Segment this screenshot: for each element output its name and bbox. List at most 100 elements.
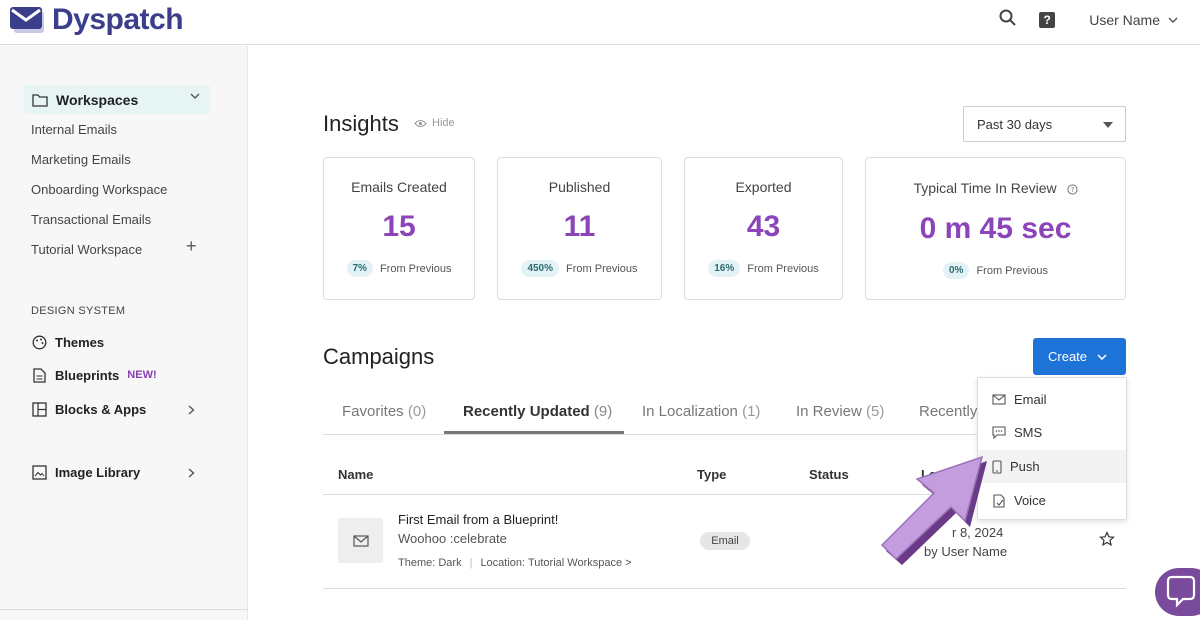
insights-title: Insights bbox=[323, 111, 399, 136]
tab-count: (1) bbox=[742, 403, 761, 420]
user-name: User Name bbox=[1089, 12, 1160, 28]
card-title: Typical Time In Review ? bbox=[866, 180, 1125, 196]
menu-item-push[interactable]: Push bbox=[978, 450, 1126, 483]
envelope-icon bbox=[352, 534, 369, 547]
add-workspace-plus-icon[interactable]: + bbox=[186, 236, 197, 256]
sidebar-item-blueprints[interactable]: Blueprints NEW! bbox=[31, 367, 157, 383]
hide-label: Hide bbox=[432, 117, 455, 129]
sidebar-item-label: Themes bbox=[55, 334, 105, 350]
tab-in-review[interactable]: In Review (5) bbox=[796, 403, 884, 420]
sidebar-item-blocks-apps[interactable]: Blocks & Apps bbox=[31, 401, 146, 417]
chevron-down-icon bbox=[1097, 353, 1107, 360]
create-label: Create bbox=[1048, 349, 1088, 364]
chevron-right-icon[interactable] bbox=[188, 468, 195, 478]
document-icon bbox=[31, 367, 47, 383]
last-updated-date: r 8, 2024 bbox=[952, 525, 1004, 540]
card-value: 15 bbox=[382, 210, 416, 243]
tab-label: In Review bbox=[796, 403, 862, 420]
pointer-arrow-icon bbox=[880, 455, 987, 565]
column-header-type[interactable]: Type bbox=[697, 467, 727, 482]
from-previous-label: From Previous bbox=[976, 264, 1048, 277]
tab-recently-updated[interactable]: Recently Updated (9) bbox=[463, 403, 612, 420]
sidebar-item-themes[interactable]: Themes bbox=[31, 334, 104, 350]
campaign-subtitle: Woohoo :celebrate bbox=[398, 531, 507, 546]
insight-card-published: Published 11 450% From Previous bbox=[497, 157, 662, 300]
column-header-name[interactable]: Name bbox=[338, 467, 374, 482]
tab-recently[interactable]: Recently bbox=[919, 403, 977, 420]
campaigns-title: Campaigns bbox=[323, 344, 435, 369]
workspace-transactional-emails[interactable]: Transactional Emails bbox=[31, 212, 152, 227]
card-title: Exported bbox=[735, 179, 792, 195]
menu-item-voice[interactable]: Voice bbox=[978, 484, 1126, 517]
campaign-location[interactable]: Location: Tutorial Workspace > bbox=[480, 557, 632, 569]
workspace-internal-emails[interactable]: Internal Emails bbox=[31, 122, 117, 137]
card-footer: 7% From Previous bbox=[324, 260, 474, 277]
tab-label: Favorites bbox=[342, 403, 404, 420]
hide-insights-toggle[interactable]: Hide bbox=[414, 117, 455, 129]
menu-item-email[interactable]: Email bbox=[978, 383, 1126, 416]
sidebar-item-workspaces[interactable]: Workspaces bbox=[24, 85, 210, 114]
chat-support-button[interactable] bbox=[1155, 568, 1200, 616]
campaign-tabs: Favorites (0) Recently Updated (9) In Lo… bbox=[323, 395, 1126, 435]
card-footer: 16% From Previous bbox=[685, 260, 842, 277]
star-favorite-icon[interactable] bbox=[1099, 531, 1115, 547]
menu-item-label: Voice bbox=[1014, 493, 1046, 508]
tab-label: In Localization bbox=[642, 403, 738, 420]
card-title: Emails Created bbox=[351, 179, 447, 195]
card-title-text: Typical Time In Review bbox=[913, 180, 1057, 196]
campaign-title[interactable]: First Email from a Blueprint! bbox=[398, 512, 559, 527]
logo[interactable]: Dyspatch bbox=[8, 3, 184, 37]
column-header-status[interactable]: Status bbox=[809, 467, 849, 482]
design-system-heading: DESIGN SYSTEM bbox=[31, 305, 126, 317]
folder-icon bbox=[32, 93, 48, 107]
image-icon bbox=[31, 464, 47, 480]
workspace-onboarding[interactable]: Onboarding Workspace bbox=[31, 182, 168, 197]
menu-item-label: Push bbox=[1010, 459, 1040, 474]
sidebar-item-image-library[interactable]: Image Library bbox=[31, 464, 140, 480]
period-select[interactable]: Past 30 days bbox=[963, 106, 1126, 142]
envelope-icon bbox=[992, 394, 1006, 405]
period-value: Past 30 days bbox=[977, 116, 1053, 132]
caret-down-icon bbox=[1103, 122, 1113, 128]
workspace-tutorial[interactable]: Tutorial Workspace bbox=[31, 242, 143, 257]
search-icon[interactable] bbox=[999, 9, 1017, 32]
user-menu[interactable]: User Name bbox=[1089, 12, 1178, 28]
logo-text: Dyspatch bbox=[52, 3, 184, 36]
card-value: 11 bbox=[563, 210, 596, 243]
tab-in-localization[interactable]: In Localization (1) bbox=[642, 403, 760, 420]
mobile-phone-icon bbox=[992, 459, 1002, 474]
email-thumbnail bbox=[338, 518, 383, 563]
chevron-right-icon[interactable] bbox=[188, 405, 195, 415]
sidebar-item-label: Blueprints bbox=[55, 367, 120, 383]
campaign-meta: Theme: Dark | Location: Tutorial Workspa… bbox=[398, 557, 632, 569]
workspace-marketing-emails[interactable]: Marketing Emails bbox=[31, 152, 131, 167]
card-footer: 450% From Previous bbox=[498, 260, 661, 277]
chevron-down-icon[interactable] bbox=[190, 93, 200, 99]
create-button[interactable]: Create bbox=[1033, 338, 1126, 375]
menu-item-sms[interactable]: SMS bbox=[978, 416, 1126, 449]
menu-item-label: Email bbox=[1014, 392, 1047, 407]
tab-count: (9) bbox=[593, 403, 613, 420]
top-right-controls: ? User Name bbox=[999, 8, 1178, 32]
chat-bubble-icon bbox=[992, 426, 1006, 439]
sidebar-item-label: Blocks & Apps bbox=[55, 401, 147, 417]
sidebar-divider bbox=[0, 609, 248, 610]
envelope-logo-icon bbox=[8, 5, 46, 35]
from-previous-label: From Previous bbox=[566, 262, 638, 275]
voice-document-icon bbox=[993, 493, 1005, 508]
eye-icon bbox=[414, 119, 427, 127]
last-updated-by: by User Name bbox=[924, 544, 1008, 559]
insight-card-time-in-review: Typical Time In Review ? 0 m 45 sec 0% F… bbox=[865, 157, 1126, 300]
tab-label: Recently bbox=[919, 403, 978, 420]
tab-count: (0) bbox=[407, 403, 427, 420]
info-icon[interactable]: ? bbox=[1066, 184, 1078, 195]
table-divider bbox=[323, 588, 1126, 589]
menu-item-label: SMS bbox=[1014, 425, 1043, 440]
card-footer: 0% From Previous bbox=[866, 262, 1125, 279]
help-icon[interactable]: ? bbox=[1039, 12, 1056, 28]
from-previous-label: From Previous bbox=[379, 262, 452, 275]
sidebar-item-label: Workspaces bbox=[56, 91, 139, 108]
tab-favorites[interactable]: Favorites (0) bbox=[342, 403, 426, 420]
change-badge: 450% bbox=[521, 260, 560, 277]
from-previous-label: From Previous bbox=[747, 262, 819, 275]
